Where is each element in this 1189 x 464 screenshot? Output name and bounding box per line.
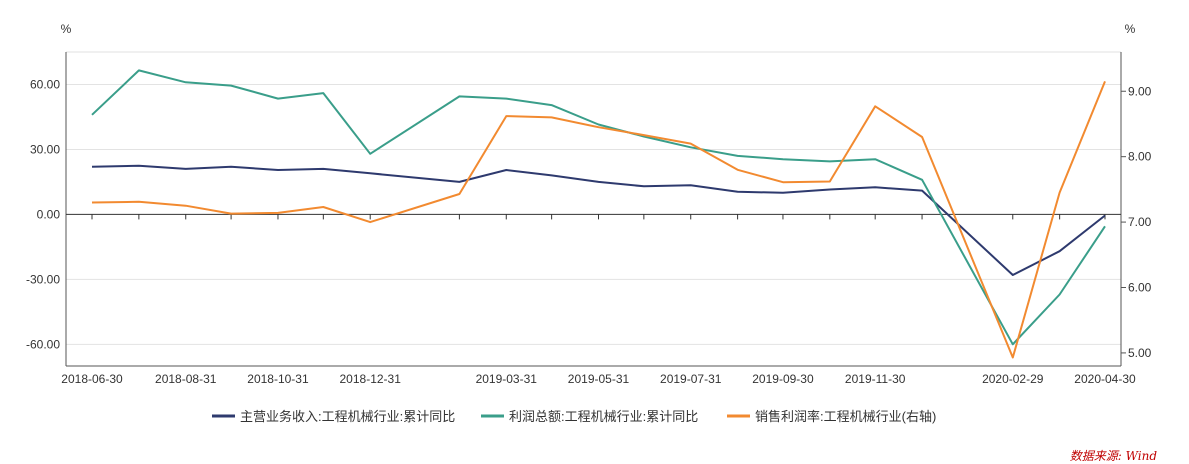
right-tick-label: 7.00 bbox=[1128, 215, 1152, 229]
x-tick-label: 2018-10-31 bbox=[247, 372, 309, 386]
x-tick-label: 2018-12-31 bbox=[340, 372, 402, 386]
left-tick-label: 60.00 bbox=[30, 77, 60, 91]
right-axis-unit: % bbox=[1125, 22, 1136, 36]
series-line-1 bbox=[91, 164, 1106, 276]
left-tick-label: 30.00 bbox=[30, 142, 60, 156]
axes: 60.00 30.00 0.00 -30.00 -60.00 9.00 8.00 7.00 6.… bbox=[26, 22, 1152, 386]
source-note: 数据来源: Wind bbox=[1070, 449, 1158, 463]
right-tick-label: 8.00 bbox=[1128, 150, 1152, 164]
left-tick-label: -30.00 bbox=[26, 272, 60, 286]
legend: 主营业务收入:工程机械行业:累计同比 利润总额:工程机械行业:累计同比 销售利润率:… bbox=[212, 409, 936, 424]
x-tick-label: 2018-06-30 bbox=[61, 372, 123, 386]
series-line-3 bbox=[91, 81, 1106, 359]
x-tick-label: 2019-07-31 bbox=[660, 372, 722, 386]
x-tick-label: 2019-09-30 bbox=[752, 372, 814, 386]
legend-label-1: 主营业务收入:工程机械行业:累计同比 bbox=[240, 409, 455, 424]
left-tick-label: -60.00 bbox=[26, 337, 60, 351]
right-tick-label: 6.00 bbox=[1128, 281, 1152, 295]
x-tick-label: 2019-11-30 bbox=[845, 372, 906, 386]
legend-label-2: 利润总额:工程机械行业:累计同比 bbox=[509, 409, 698, 424]
x-tick-label: 2019-05-31 bbox=[568, 372, 630, 386]
legend-label-3: 销售利润率:工程机械行业(右轴) bbox=[755, 409, 936, 424]
left-tick-label: 0.00 bbox=[37, 207, 61, 221]
x-tick-label: 2020-02-29 bbox=[982, 372, 1044, 386]
x-tick-label: 2018-08-31 bbox=[155, 372, 217, 386]
right-tick-label: 5.00 bbox=[1128, 346, 1152, 360]
series-lines bbox=[91, 69, 1106, 359]
x-tick-label: 2020-04-30 bbox=[1074, 372, 1136, 386]
left-axis-unit: % bbox=[61, 22, 72, 36]
right-tick-label: 9.00 bbox=[1128, 84, 1152, 98]
x-tick-label: 2019-03-31 bbox=[476, 372, 538, 386]
series-line-2 bbox=[91, 69, 1106, 346]
gridlines bbox=[66, 51, 1121, 345]
